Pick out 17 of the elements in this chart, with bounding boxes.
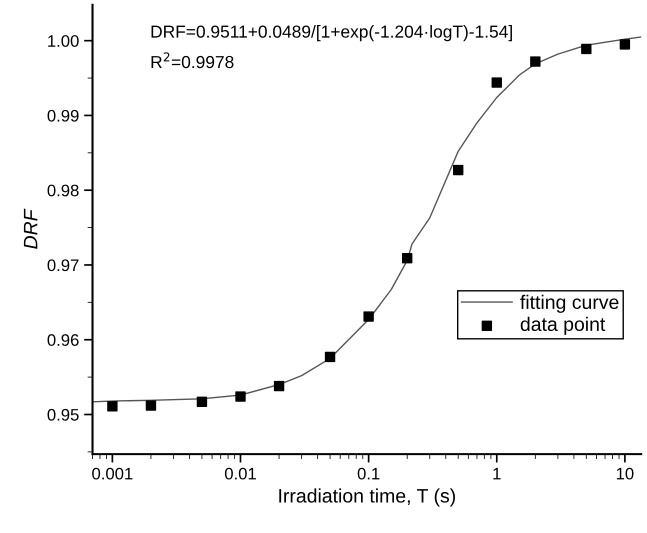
y-tick-label: 0.98 bbox=[48, 184, 79, 196]
x-tick-label: 0.01 bbox=[224, 468, 256, 480]
y-tick-label: 1.00 bbox=[48, 35, 79, 47]
x-tick-label: 1 bbox=[493, 468, 501, 480]
x-tick-label: 10 bbox=[616, 468, 634, 480]
x-tick-label: 0.001 bbox=[92, 468, 132, 480]
legend-label: data point bbox=[520, 316, 606, 335]
annotation: DRF=0.9511+0.0489/[1+exp(-1.204·logT)-1.54] bbox=[152, 25, 512, 42]
y-axis-title: DRF bbox=[24, 208, 38, 249]
x-tick-label: 0.1 bbox=[358, 468, 380, 480]
y-tick-label: 0.97 bbox=[48, 259, 78, 272]
y-tick-label: 0.96 bbox=[48, 334, 79, 346]
x-axis-title: Irradiation time, T (s) bbox=[279, 488, 455, 507]
y-tick-label: 0.99 bbox=[48, 110, 79, 122]
y-tick-label: 0.95 bbox=[48, 408, 79, 421]
annotation: R$^{2}$=0.9978 bbox=[152, 52, 234, 68]
legend-label: fitting curve bbox=[520, 294, 618, 313]
